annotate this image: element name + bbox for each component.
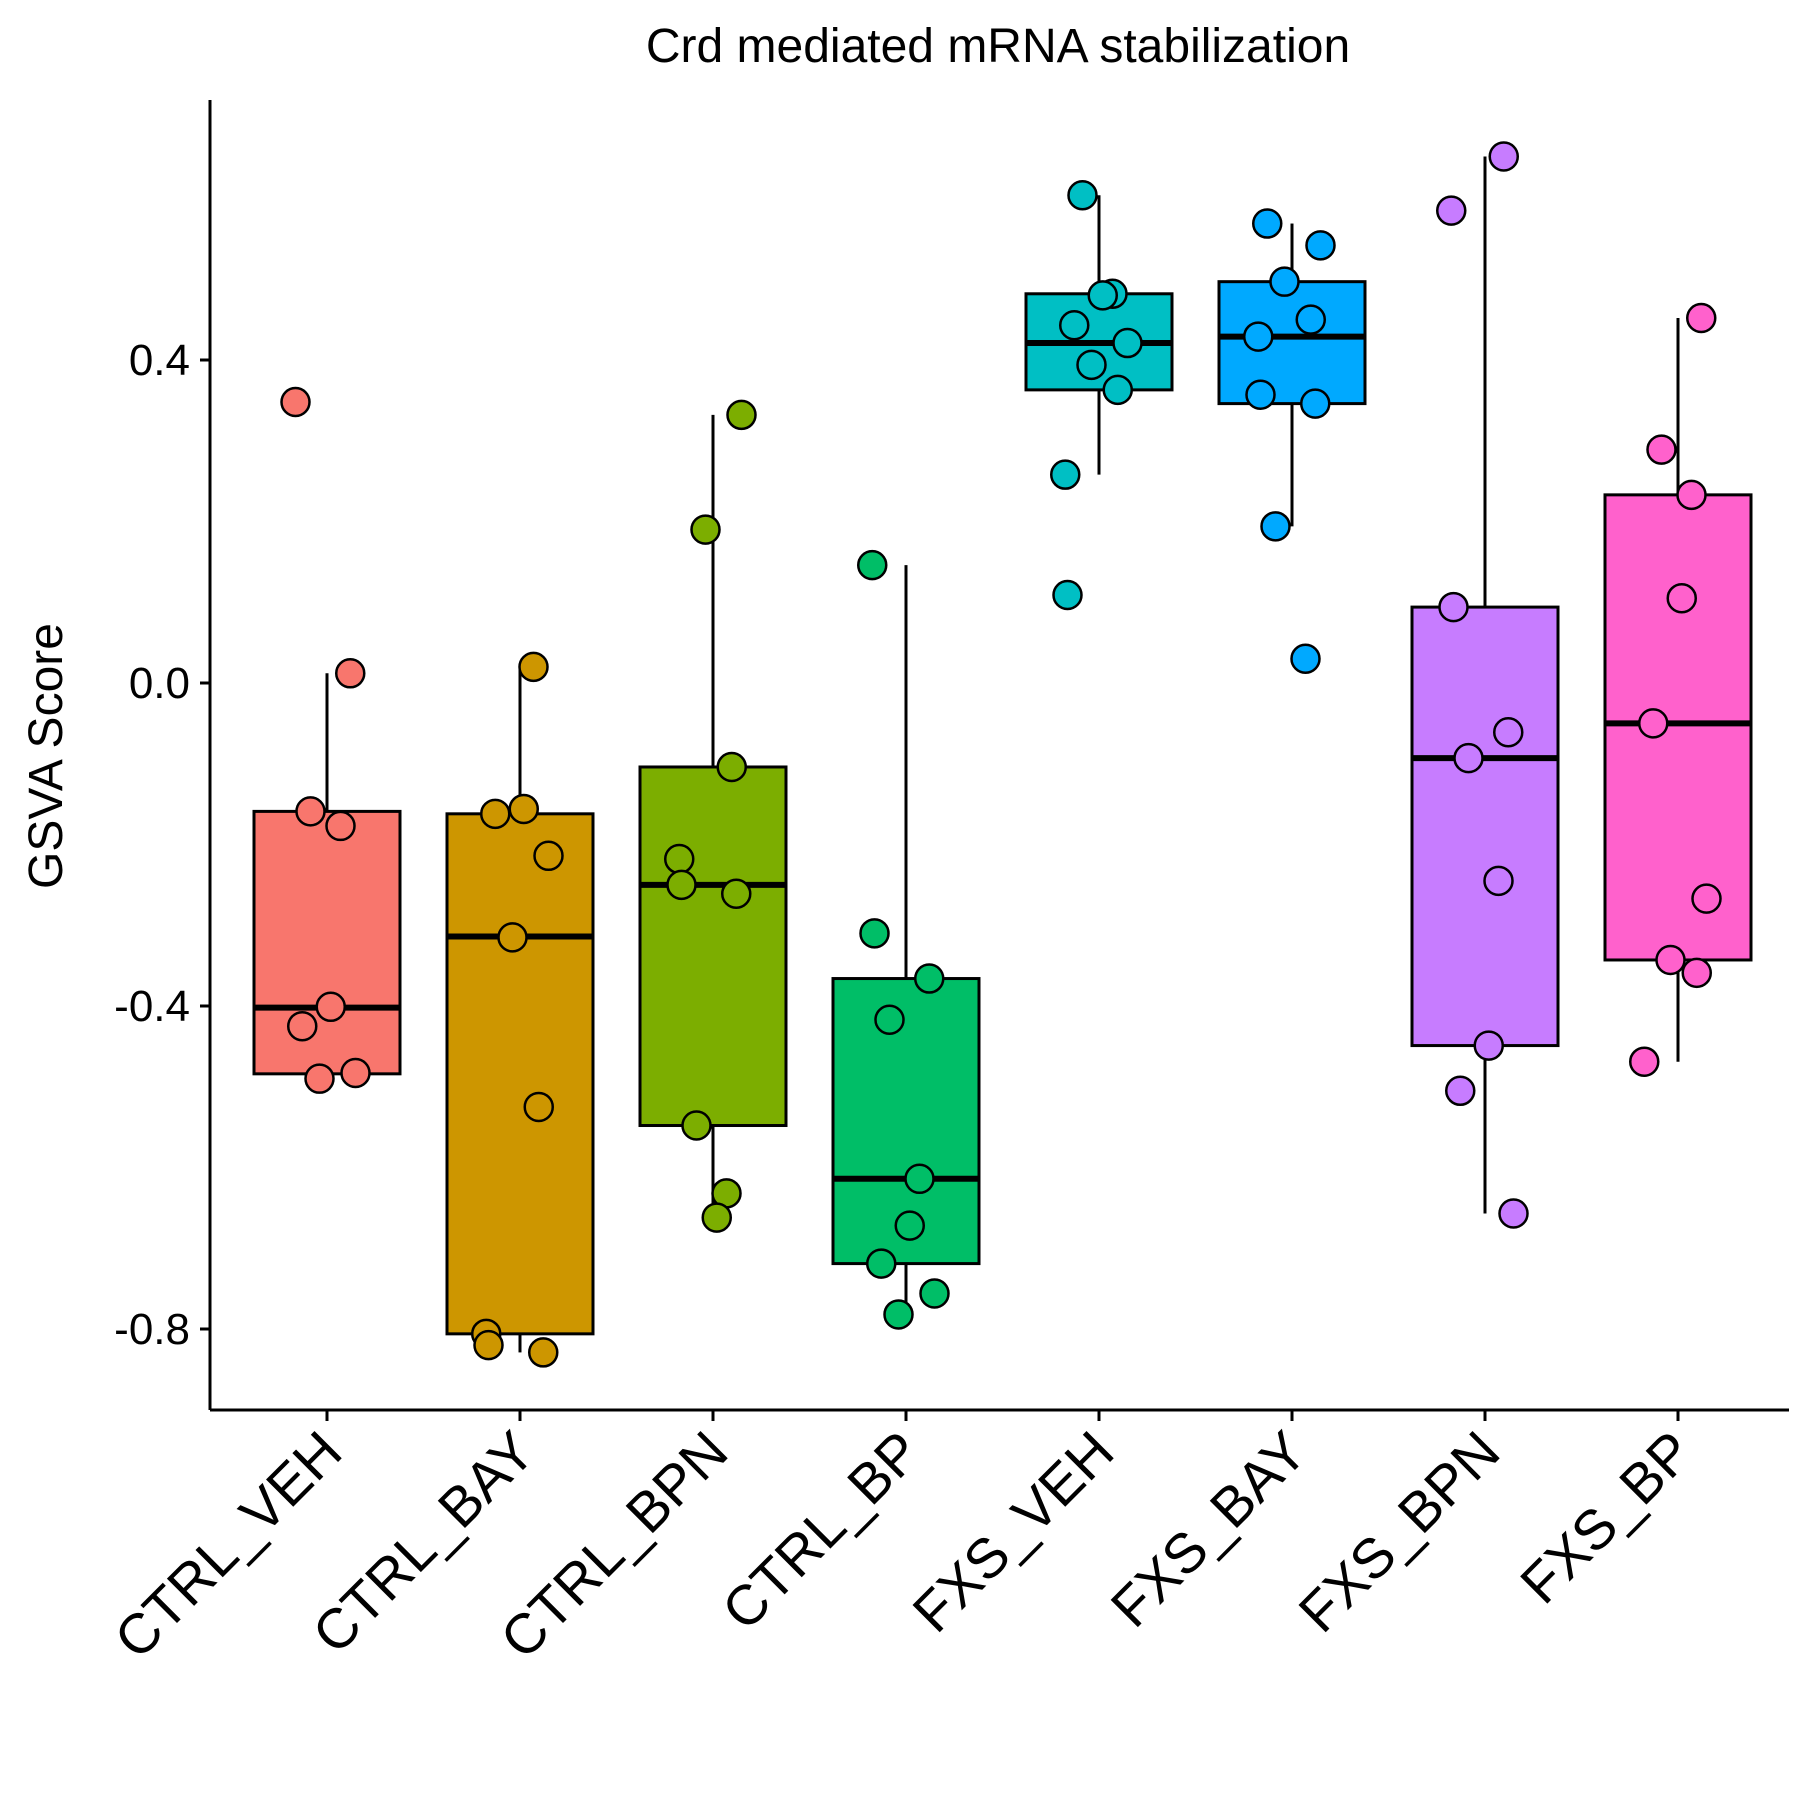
box-group-fxs-veh <box>1024 180 1174 611</box>
data-point <box>904 1163 935 1195</box>
data-point <box>280 386 311 418</box>
data-point <box>1295 304 1326 335</box>
plot-area <box>252 141 1753 1368</box>
data-point <box>1269 266 1300 297</box>
x-tick-label: FXS_BP <box>1508 1419 1704 1615</box>
data-point <box>716 751 747 783</box>
data-point <box>1681 957 1712 989</box>
box <box>1217 280 1367 406</box>
data-point <box>1102 374 1133 406</box>
box-group-fxs-bp <box>1603 302 1753 1077</box>
data-point <box>528 1337 559 1368</box>
data-point <box>1112 327 1143 359</box>
data-point <box>1493 717 1524 748</box>
data-point <box>1498 1198 1529 1229</box>
data-point <box>325 810 356 842</box>
data-point <box>518 651 549 683</box>
data-point <box>1305 230 1336 261</box>
data-point <box>726 399 757 431</box>
data-point <box>1300 388 1331 419</box>
data-point <box>721 878 752 910</box>
data-point <box>664 843 695 875</box>
data-point <box>859 918 890 949</box>
data-point <box>473 1329 504 1361</box>
box <box>252 809 402 1076</box>
data-point <box>1087 280 1118 311</box>
data-point <box>874 1004 905 1035</box>
data-point <box>1483 865 1514 897</box>
data-point <box>1290 643 1321 675</box>
y-axis-ticks: 0.4 0.0 -0.4 -0.8 <box>114 336 210 1354</box>
data-point <box>1655 944 1686 976</box>
data-point <box>497 922 528 953</box>
data-point <box>508 793 539 825</box>
y-tick-label: 0.0 <box>129 659 190 708</box>
data-point <box>1445 1075 1476 1107</box>
y-tick-label: 0.4 <box>129 336 190 385</box>
box-group-ctrl-bpn <box>638 399 788 1233</box>
data-point <box>690 514 721 545</box>
box-group-ctrl-bp <box>831 549 981 1330</box>
y-axis-label: GSVA Score <box>20 623 73 889</box>
data-point <box>701 1202 732 1233</box>
data-point <box>1646 434 1677 465</box>
data-point <box>340 1057 371 1089</box>
data-point <box>1260 511 1291 542</box>
data-point <box>1676 479 1707 511</box>
box-group-fxs-bay <box>1217 208 1367 675</box>
y-tick-label: -0.8 <box>114 1305 190 1354</box>
data-point <box>1076 349 1107 381</box>
data-point <box>304 1063 335 1094</box>
data-point <box>287 1010 318 1042</box>
data-point <box>1245 379 1276 410</box>
box-group-fxs-bpn <box>1410 141 1560 1229</box>
data-point <box>1059 310 1090 341</box>
data-point <box>1050 459 1081 490</box>
data-point <box>1243 321 1274 352</box>
x-tick-label: FXS_BPN <box>1286 1419 1511 1644</box>
data-point <box>523 1091 554 1123</box>
data-point <box>883 1299 914 1330</box>
x-tick-label: FXS_BAY <box>1099 1419 1319 1639</box>
x-tick-label: FXS_VEH <box>900 1419 1125 1644</box>
data-point <box>894 1210 925 1241</box>
data-point <box>1438 591 1469 623</box>
data-point <box>533 840 564 872</box>
data-point <box>315 991 346 1023</box>
data-point <box>480 798 511 830</box>
data-point <box>1473 1030 1504 1061</box>
data-point <box>1666 582 1697 614</box>
data-point <box>1453 742 1484 774</box>
data-point <box>919 1278 950 1309</box>
data-point <box>295 796 326 827</box>
x-axis-ticks: CTRL_VEHCTRL_BAYCTRL_BPNCTRL_BPFXS_VEHFX… <box>102 1410 1704 1670</box>
data-point <box>1686 302 1717 334</box>
data-point <box>866 1248 897 1279</box>
data-point <box>1252 208 1283 239</box>
data-point <box>666 869 697 901</box>
data-point <box>1052 579 1083 611</box>
box-group-ctrl-veh <box>252 386 402 1094</box>
box <box>1410 605 1560 1048</box>
data-point <box>1629 1046 1660 1077</box>
data-point <box>1488 141 1519 172</box>
data-point <box>1691 883 1722 914</box>
data-point <box>335 658 366 689</box>
box <box>445 812 595 1336</box>
x-tick-label: CTRL_BP <box>710 1419 933 1642</box>
box-group-ctrl-bay <box>445 651 595 1368</box>
box <box>638 765 788 1128</box>
data-point <box>857 549 888 581</box>
data-point <box>1638 708 1669 739</box>
y-tick-label: -0.4 <box>114 982 190 1031</box>
data-point <box>681 1110 712 1141</box>
chart-title: Crd mediated mRNA stabilization <box>646 20 1350 73</box>
data-point <box>914 963 945 994</box>
data-point <box>1067 180 1098 211</box>
box <box>1603 493 1753 962</box>
data-point <box>1436 195 1467 226</box>
